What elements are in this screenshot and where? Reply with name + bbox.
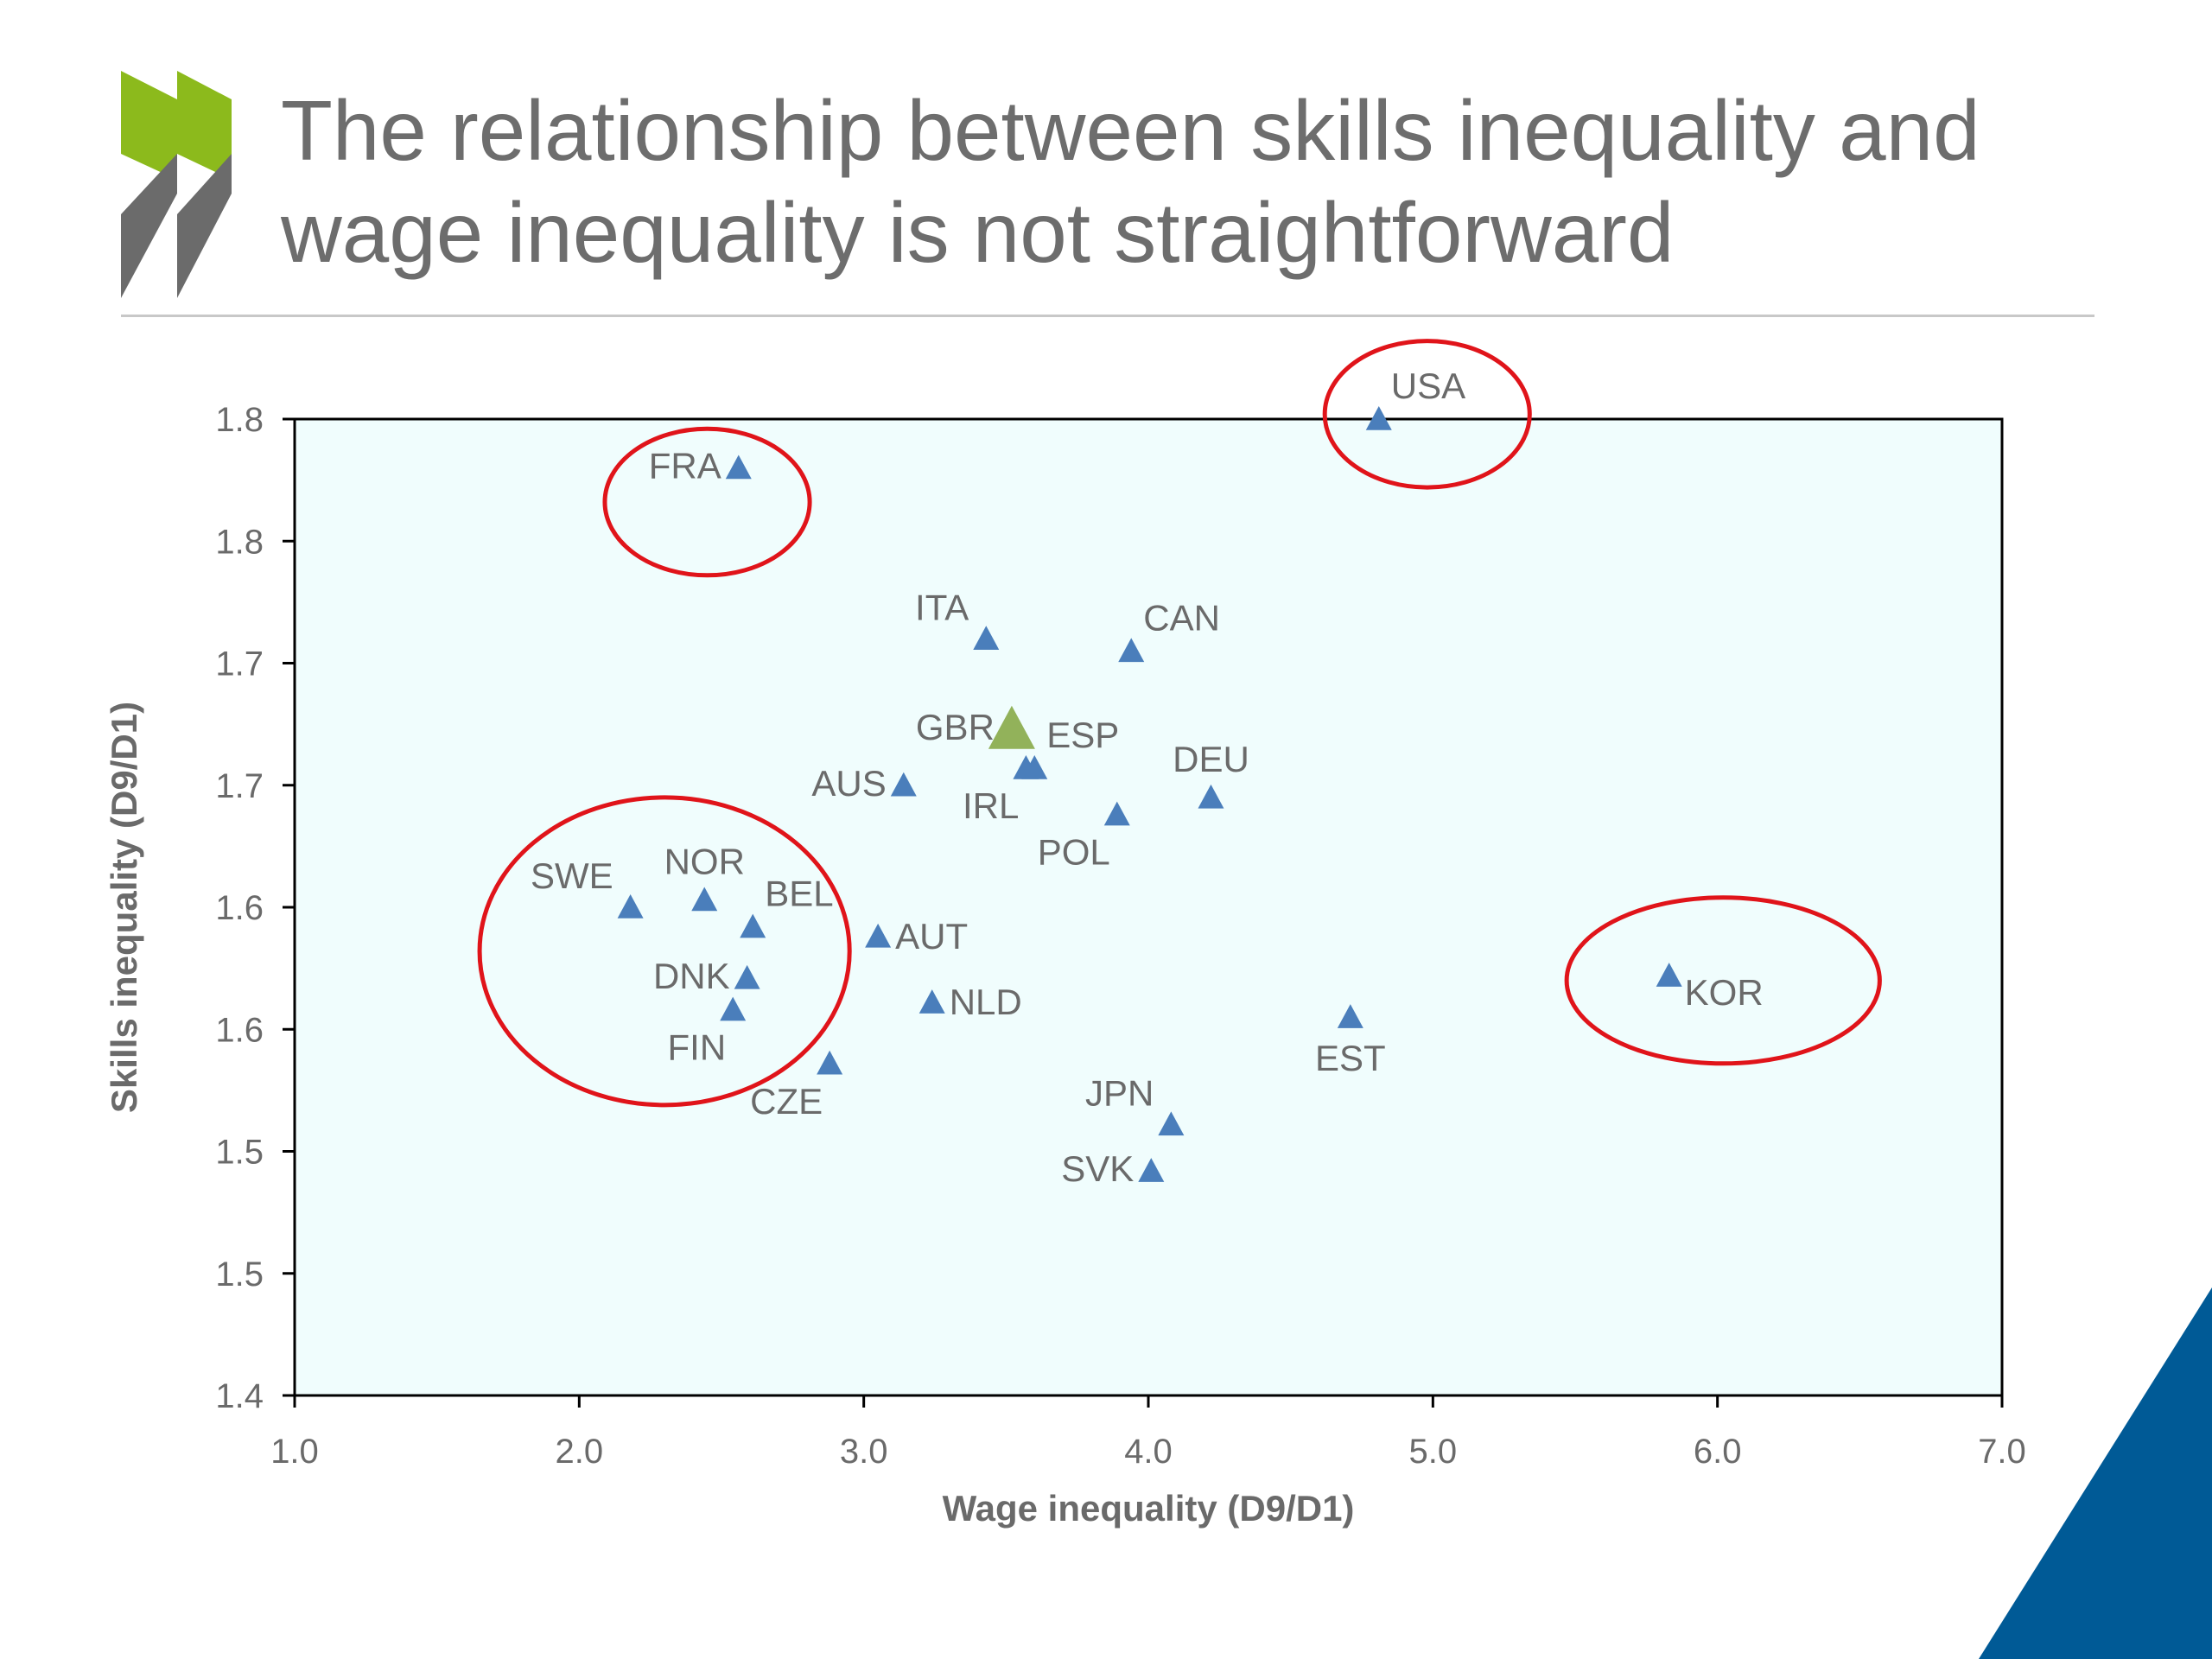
chevron-logo-icon	[121, 71, 232, 298]
point-label-kor: KOR	[1685, 972, 1764, 1013]
y-tick-label: 1.5	[215, 1134, 264, 1172]
point-marker-svk	[1138, 1158, 1165, 1182]
point-label-cze: CZE	[750, 1081, 823, 1122]
x-tick-label: 1.0	[270, 1433, 319, 1471]
point-label-fin: FIN	[668, 1027, 727, 1068]
x-axis-ticks: 1.0 2.0 3.0 4.0 5.0 6.0 7.0	[270, 1395, 2026, 1471]
point-label-bel: BEL	[765, 874, 833, 914]
highlight-circle	[477, 795, 852, 1108]
x-tick-label: 3.0	[840, 1433, 888, 1471]
y-tick-label: 1.8	[215, 401, 264, 439]
point-label-est: EST	[1315, 1038, 1386, 1078]
point-label-svk: SVK	[1061, 1148, 1134, 1189]
point-label-swe: SWE	[531, 855, 613, 896]
x-tick-label: 5.0	[1409, 1433, 1458, 1471]
highlight-circle	[1564, 895, 1882, 1066]
point-label-deu: DEU	[1173, 739, 1249, 779]
chevron-green-right	[177, 71, 232, 180]
point-marker-nld	[918, 989, 945, 1014]
point-marker-aut	[865, 923, 892, 948]
point-label-nld: NLD	[950, 982, 1022, 1022]
point-marker-jpn	[1158, 1111, 1185, 1136]
point-label-gbr: GBR	[916, 707, 995, 747]
chevron-grey-right	[177, 154, 232, 298]
x-tick-label: 7.0	[1978, 1433, 2026, 1471]
x-tick-label: 4.0	[1124, 1433, 1173, 1471]
point-label-nor: NOR	[664, 842, 745, 882]
y-tick-label: 1.4	[215, 1377, 264, 1415]
point-label-aut: AUT	[895, 916, 968, 957]
chevron-grey-left	[121, 154, 177, 298]
y-tick-label: 1.7	[215, 645, 264, 683]
point-marker-kor	[1656, 963, 1682, 987]
point-label-fra: FRA	[649, 446, 721, 486]
slide-title-line-1: The relationship between skills inequali…	[281, 83, 1980, 178]
point-marker-can	[1118, 638, 1145, 663]
point-labels: FRA USA ITA CAN GBR ESP IRL AUS DEU POL SWE NOR BEL A…	[531, 365, 1764, 1189]
data-points	[617, 406, 1682, 1182]
point-marker-cze	[817, 1050, 843, 1075]
x-tick-label: 2.0	[556, 1433, 604, 1471]
point-marker-irl	[1013, 754, 1039, 779]
x-tick-label: 6.0	[1694, 1433, 1742, 1471]
point-label-esp: ESP	[1046, 715, 1119, 755]
title-divider	[121, 315, 2094, 317]
highlight-circles	[477, 339, 1882, 1108]
y-tick-label: 1.6	[215, 1011, 264, 1049]
point-label-irl: IRL	[963, 785, 1019, 826]
x-axis-title: Wage inequality (D9/D1)	[943, 1488, 1355, 1529]
y-tick-label: 1.7	[215, 767, 264, 805]
point-label-ita: ITA	[915, 587, 969, 627]
y-tick-label: 1.6	[215, 889, 264, 927]
highlight-circle	[602, 426, 812, 578]
slide-title-line-2: wage inequality is not straightforward	[281, 185, 1675, 280]
slide-title: The relationship between skills inequali…	[281, 79, 2139, 283]
point-marker-ita	[973, 626, 1000, 650]
point-marker-pol	[1103, 801, 1130, 826]
point-marker-deu	[1198, 784, 1224, 809]
point-label-jpn: JPN	[1085, 1072, 1154, 1113]
y-axis-title: Skills inequality (D9/D1)	[104, 702, 144, 1113]
chevron-green-left	[121, 71, 177, 180]
point-label-can: CAN	[1143, 597, 1220, 638]
plot-area	[293, 417, 2004, 1397]
point-marker-usa	[1365, 406, 1392, 430]
point-label-aus: AUS	[811, 763, 886, 804]
highlight-circle	[1322, 339, 1532, 490]
y-tick-label: 1.8	[215, 523, 264, 561]
y-tick-label: 1.5	[215, 1255, 264, 1294]
point-marker-aus	[890, 772, 917, 797]
point-label-dnk: DNK	[653, 956, 730, 996]
point-marker-fin	[720, 996, 747, 1021]
point-marker-gbr	[988, 705, 1035, 749]
point-marker-dnk	[734, 964, 760, 989]
point-marker-swe	[617, 894, 644, 918]
point-marker-est	[1337, 1004, 1363, 1028]
point-marker-nor	[691, 887, 718, 912]
point-label-usa: USA	[1391, 365, 1465, 406]
point-label-pol: POL	[1038, 832, 1110, 873]
point-marker-bel	[740, 913, 766, 938]
y-axis-ticks: 1.4 1.5 1.5 1.6 1.6 1.7 1.7 1.8 1.8	[215, 401, 295, 1415]
point-marker-fra	[725, 454, 752, 480]
